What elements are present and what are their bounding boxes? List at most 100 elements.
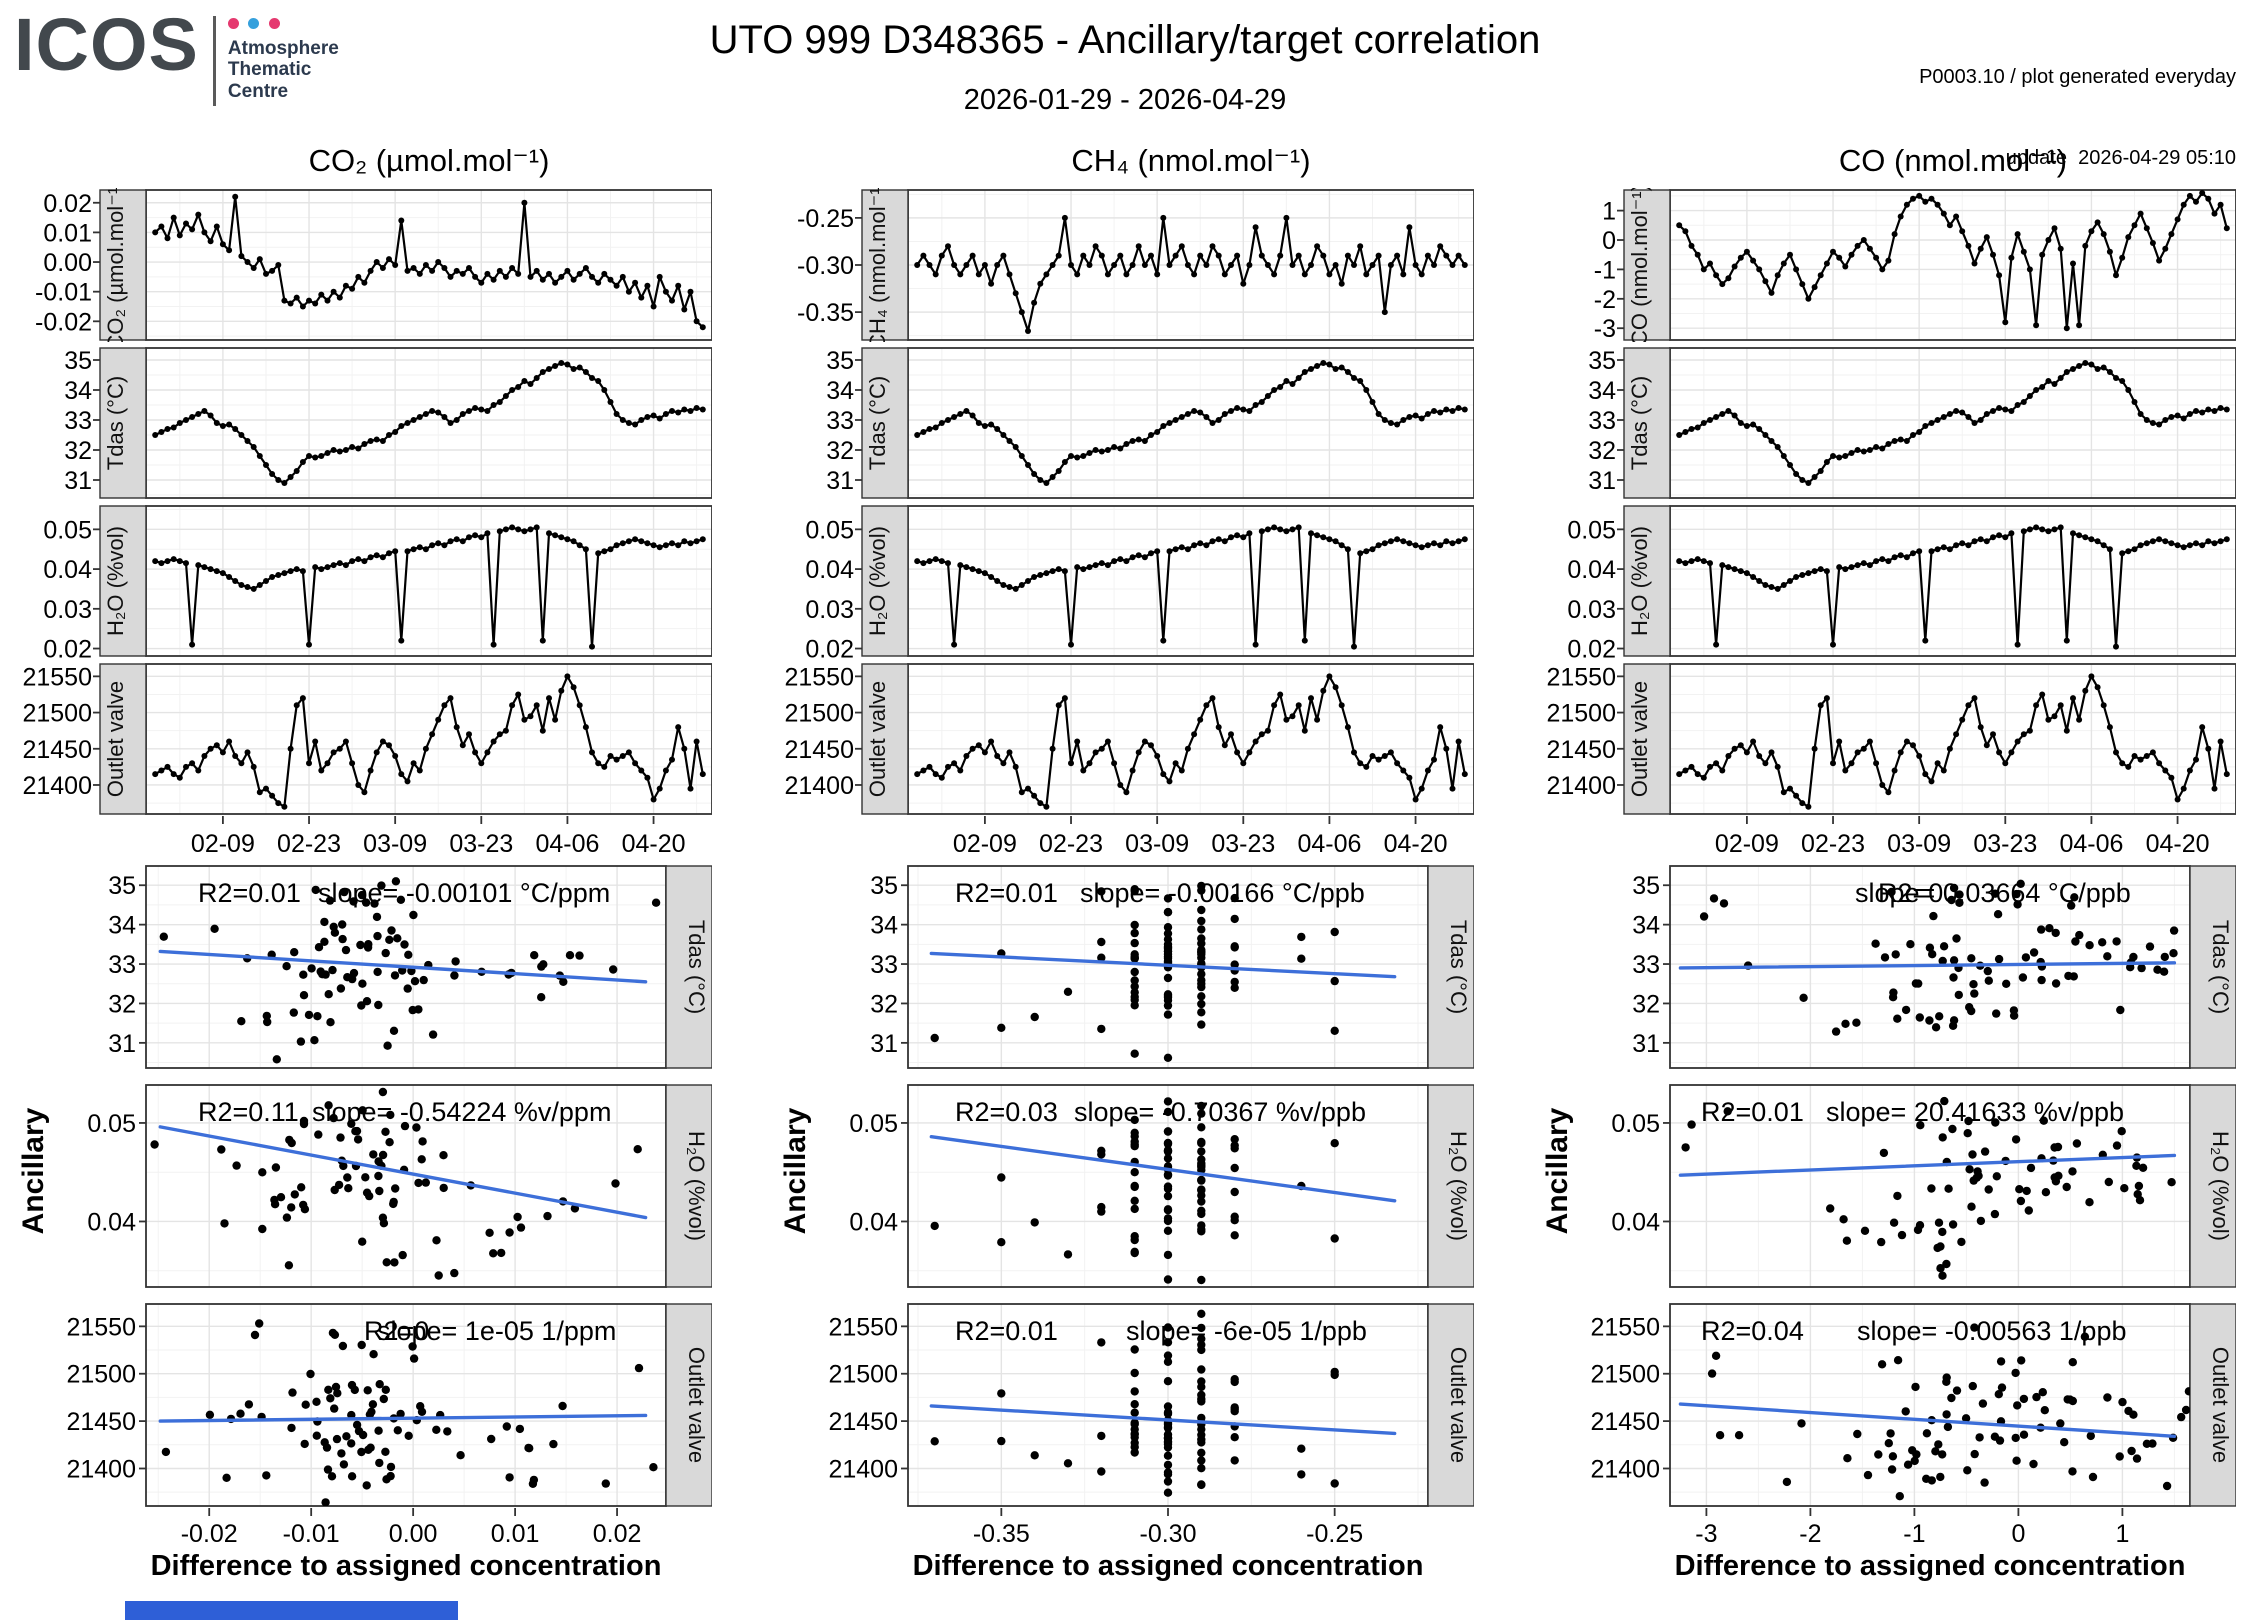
y-tick-label: 34 xyxy=(64,377,92,405)
y-tick-label: 32 xyxy=(64,437,92,465)
logo-subtitle-block: Atmosphere Thematic Centre xyxy=(227,10,339,102)
logo-dot-pink-icon xyxy=(227,18,239,29)
ancillary-axis-label: Ancillary xyxy=(17,1107,50,1235)
y-tick-label: 0.05 xyxy=(805,516,854,544)
y-tick-label: 35 xyxy=(870,872,898,900)
x-tick-label: 0.02 xyxy=(593,1520,642,1548)
y-tick-label: -2 xyxy=(1594,286,1616,314)
y-tick-label: 0.03 xyxy=(43,596,92,624)
y-tick-label: 0.04 xyxy=(805,556,854,584)
r2-annotation: R2=0.11 xyxy=(198,1097,299,1127)
logo-sub-line2: Thematic xyxy=(227,59,312,81)
date-tick-label: 03-23 xyxy=(1211,830,1275,858)
y-tick-label: 0.02 xyxy=(1567,636,1616,658)
x-tick-label: -2 xyxy=(1799,1520,1821,1548)
scatter-panel-col2-row1: 0.04 0.05 H₂O (%vol) R2=0.01 slope= 20.41633… xyxy=(1611,1084,2236,1288)
logo-dots-icon xyxy=(227,16,339,34)
x-tick-label: 0.01 xyxy=(491,1520,540,1548)
slope-annotation: slope= -0.70367 %v/ppb xyxy=(1074,1097,1366,1127)
y-tick-label: 21500 xyxy=(66,1361,136,1389)
strip-label: CH₄ (nmol.mol⁻¹) xyxy=(865,188,890,342)
logo-divider xyxy=(212,16,216,106)
y-tick-label: 0.05 xyxy=(1567,516,1616,544)
scatter-panel-col1-row0: 31 32 33 34 35 Tdas (°C) R2=0.01 slope= -0.0016… xyxy=(870,865,1474,1069)
ts-xaxis-col0: 02-09 02-23 03-09 03-23 04-06 04-20 xyxy=(191,816,686,858)
scatter-panel-col0-row2: 21400 21450 21500 21550 Outlet valve R2=0slop… xyxy=(66,1303,712,1507)
scatter-x-axis-co: -3 -2 -1 0 1 xyxy=(1534,1508,2236,1548)
x-tick-label: -0.35 xyxy=(973,1520,1030,1548)
plot-meta-line2: update 2026-04-29 05:10 xyxy=(2005,147,2236,169)
scatter-stack-co: 31 32 33 34 35 Tdas (°C) R2=0 slope= 0.03664 °C… xyxy=(1534,864,2236,1508)
logo-sub-line3: Centre xyxy=(227,80,289,102)
x-tick-label: -0.30 xyxy=(1140,1520,1197,1548)
logo-sub-line1: Atmosphere xyxy=(227,38,339,59)
strip-label: H₂O (%vol) xyxy=(2208,1131,2233,1241)
date-tick-label: 04-20 xyxy=(622,830,686,858)
date-tick-label: 02-23 xyxy=(277,830,341,858)
y-tick-label: 35 xyxy=(64,347,92,375)
timeseries-date-axis-co2: 02-09 02-23 03-09 03-23 04-06 04-20 xyxy=(10,816,712,862)
r2-annotation: R2=0 xyxy=(1878,878,1943,908)
y-tick-label: 34 xyxy=(1632,912,1660,940)
r2-annotation: R2=0.01 xyxy=(955,878,1058,908)
y-tick-label: 21550 xyxy=(1546,663,1616,691)
y-tick-label: -0.30 xyxy=(797,252,854,280)
date-tick-label: 02-23 xyxy=(1801,830,1865,858)
y-tick-label: 21400 xyxy=(22,772,92,800)
y-tick-label: 21550 xyxy=(784,663,854,691)
strip-label: CO (nmol.mol⁻¹) xyxy=(1627,188,1652,342)
y-tick-label: 35 xyxy=(1632,872,1660,900)
y-tick-label: 21550 xyxy=(1590,1313,1660,1341)
x-tick-label: -3 xyxy=(1695,1520,1717,1548)
date-tick-label: 04-06 xyxy=(2059,830,2123,858)
y-tick-label: 21500 xyxy=(1590,1361,1660,1389)
y-tick-label: 31 xyxy=(108,1030,136,1058)
ts-panel-col1-row0: -0.35 -0.30 -0.25 CH₄ (nmol.mol⁻¹) xyxy=(797,188,1474,342)
ts-panel-col2-row3: 21400 21450 21500 21550 Outlet valve xyxy=(1546,663,2236,815)
y-tick-label: 31 xyxy=(870,1030,898,1058)
column-co2: CO₂ (µmol.mol⁻¹) -0.02 -0.01 0.00 0.01 0.02 C… xyxy=(10,140,712,1583)
strip-label: Outlet valve xyxy=(684,1347,709,1463)
r2-annotation: R2=0 xyxy=(364,1316,429,1346)
y-tick-label: 32 xyxy=(870,990,898,1018)
slope-annotation: slope= 20.41633 %v/ppb xyxy=(1826,1097,2124,1127)
ancillary-axis-label: Ancillary xyxy=(779,1107,812,1235)
ts-xaxis-col2: 02-09 02-23 03-09 03-23 04-06 04-20 xyxy=(1715,816,2210,858)
strip-label: H₂O (%vol) xyxy=(1446,1131,1471,1241)
x-axis-title: Difference to assigned concentration xyxy=(1674,1550,2186,1582)
y-tick-label: 21500 xyxy=(828,1361,898,1389)
slope-annotation: slope= -0.00101 °C/ppm xyxy=(318,878,610,908)
strip-label: Tdas (°C) xyxy=(2208,920,2233,1014)
y-tick-label: 21450 xyxy=(784,736,854,764)
y-tick-label: 1 xyxy=(1602,198,1616,226)
y-tick-label: 21500 xyxy=(1546,700,1616,728)
y-tick-label: 21450 xyxy=(828,1408,898,1436)
y-tick-label: 31 xyxy=(826,467,854,495)
logo-dot-blue-icon xyxy=(248,18,260,29)
x-tick-label: -0.25 xyxy=(1306,1520,1363,1548)
y-tick-label: 34 xyxy=(870,912,898,940)
scatter-x-axis-ch4: -0.35 -0.30 -0.25 xyxy=(772,1508,1474,1548)
timeseries-stack-co2: -0.02 -0.01 0.00 0.01 0.02 CO₂ (µmol.mol⁻¹) 31… xyxy=(10,188,712,816)
y-tick-label: 21450 xyxy=(66,1408,136,1436)
y-tick-label: 21550 xyxy=(828,1313,898,1341)
ts-panel-col2-row0: -3-2-101 CO (nmol.mol⁻¹) xyxy=(1594,188,2236,342)
r2-annotation: R2=0.04 xyxy=(1701,1316,1804,1346)
y-tick-label: 0.03 xyxy=(805,596,854,624)
strip-label: Tdas (°C) xyxy=(103,376,128,470)
ts-panel-col1-row3: 21400 21450 21500 21550 Outlet valve xyxy=(784,663,1474,815)
date-tick-label: 03-09 xyxy=(363,830,427,858)
strip-label: H₂O (%vol) xyxy=(684,1131,709,1241)
y-tick-label: 0.04 xyxy=(1567,556,1616,584)
timeseries-stack-ch4: -0.35 -0.30 -0.25 CH₄ (nmol.mol⁻¹) 31 32 33 34 3… xyxy=(772,188,1474,816)
y-tick-label: 33 xyxy=(64,407,92,435)
y-tick-label: 21400 xyxy=(828,1455,898,1483)
y-tick-label: 32 xyxy=(108,990,136,1018)
r2-annotation: R2=0.01 xyxy=(198,878,301,908)
y-tick-label: 21550 xyxy=(66,1313,136,1341)
date-tick-label: 02-23 xyxy=(1039,830,1103,858)
strip-label: Outlet valve xyxy=(865,681,890,797)
column-header-ch4: CH₄ (nmol.mol⁻¹) xyxy=(1071,143,1311,178)
